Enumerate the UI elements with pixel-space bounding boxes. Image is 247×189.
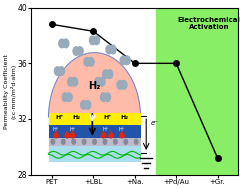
Text: e⁻: e⁻ (150, 120, 158, 125)
Bar (156, 8, 238, 175)
Y-axis label: Permeability Coefficient
(cc·mm/m²d·atm): Permeability Coefficient (cc·mm/m²d·atm) (4, 54, 16, 129)
Text: Electrochemical
Activation: Electrochemical Activation (178, 17, 241, 30)
